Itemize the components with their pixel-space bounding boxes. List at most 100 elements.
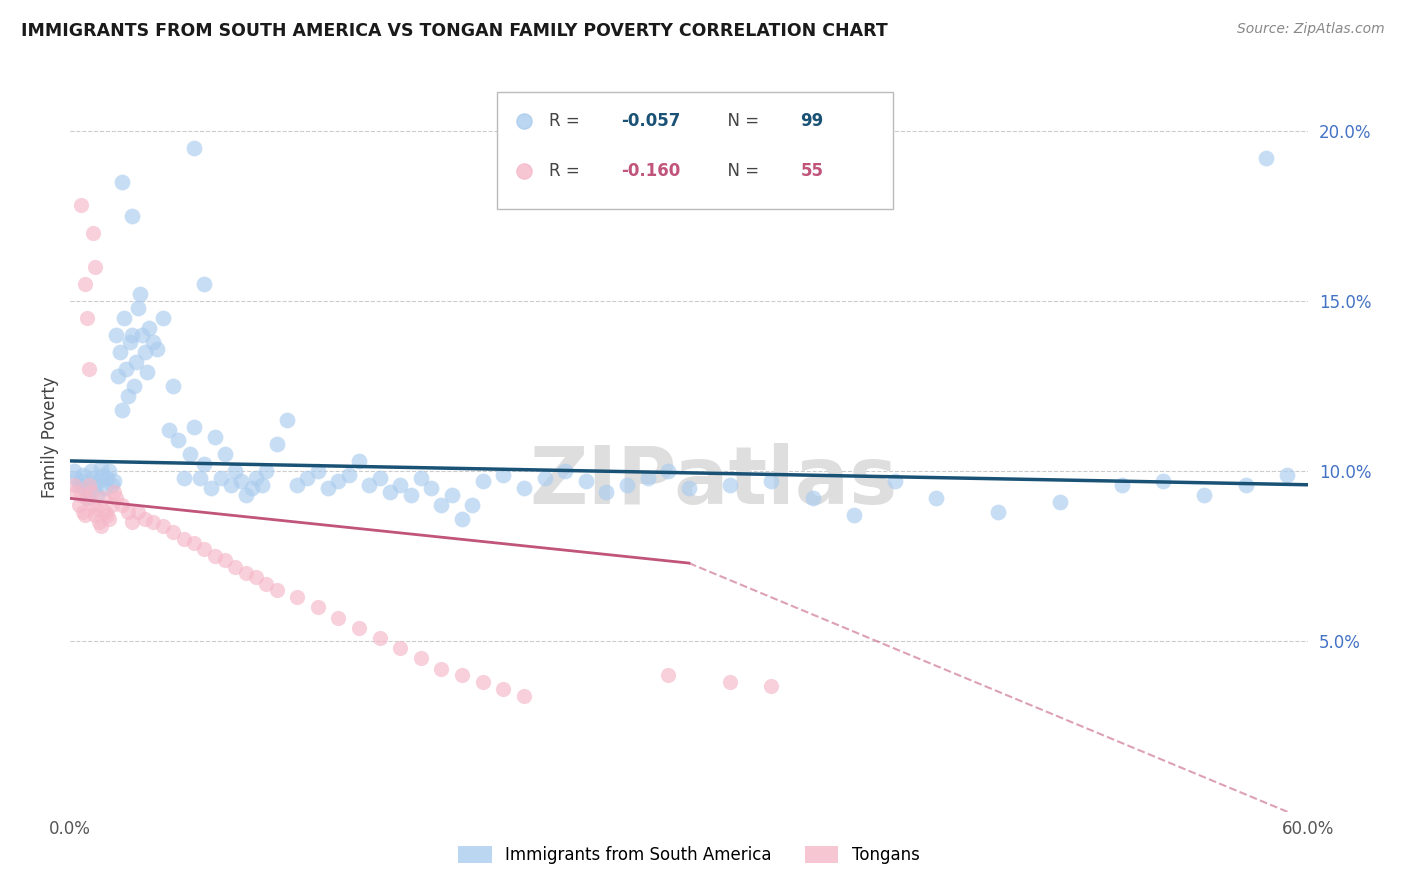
Point [69, 475, 91, 489]
Point [533, 471, 555, 485]
Point [131, 327, 153, 342]
Point [801, 491, 824, 506]
Point [107, 368, 129, 383]
Point [884, 475, 907, 489]
Point [142, 334, 165, 349]
Point [125, 355, 148, 369]
Point [276, 413, 298, 427]
Point [152, 310, 174, 325]
Point [193, 458, 215, 472]
Text: IMMIGRANTS FROM SOUTH AMERICA VS TONGAN FAMILY POVERTY CORRELATION CHART: IMMIGRANTS FROM SOUTH AMERICA VS TONGAN … [21, 22, 887, 40]
Point [471, 675, 494, 690]
Point [240, 481, 263, 495]
Point [337, 467, 360, 482]
Point [183, 140, 205, 154]
Point [254, 464, 277, 478]
Point [297, 471, 319, 485]
Point [65, 471, 87, 485]
Point [451, 512, 474, 526]
Point [73, 481, 96, 495]
Point [219, 477, 242, 491]
Point [69, 488, 91, 502]
Text: -0.160: -0.160 [621, 162, 681, 180]
Point [513, 689, 536, 703]
Point [245, 570, 267, 584]
FancyBboxPatch shape [498, 93, 893, 209]
Point [82, 498, 104, 512]
Point [104, 491, 127, 506]
Point [1111, 477, 1133, 491]
Point [166, 434, 188, 448]
Point [1275, 467, 1298, 482]
Point [925, 491, 948, 506]
Point [115, 362, 138, 376]
Point [77, 484, 100, 499]
Text: R =: R = [550, 162, 585, 180]
Point [513, 481, 536, 495]
Point [73, 277, 96, 291]
Point [761, 475, 783, 489]
Point [111, 175, 134, 189]
Point [84, 508, 107, 523]
Point [146, 342, 169, 356]
Point [678, 481, 700, 495]
Point [224, 464, 246, 478]
Point [1194, 488, 1216, 502]
Point [103, 475, 125, 489]
Text: N =: N = [717, 112, 765, 130]
Point [245, 471, 267, 485]
Point [430, 498, 453, 512]
Point [67, 477, 90, 491]
Point [1152, 475, 1174, 489]
Point [328, 475, 350, 489]
Point [129, 287, 152, 301]
Text: Source: ZipAtlas.com: Source: ZipAtlas.com [1237, 22, 1385, 37]
Point [183, 420, 205, 434]
Point [231, 475, 253, 489]
Point [575, 475, 598, 489]
Point [461, 498, 484, 512]
Point [285, 477, 308, 491]
Point [285, 590, 308, 604]
Point [347, 621, 370, 635]
Point [157, 423, 180, 437]
Point [67, 498, 90, 512]
Point [82, 471, 104, 485]
Point [72, 505, 94, 519]
Point [122, 379, 145, 393]
Legend: Immigrants from South America, Tongans: Immigrants from South America, Tongans [451, 839, 927, 871]
Point [657, 668, 679, 682]
Point [96, 471, 118, 485]
Point [637, 471, 659, 485]
Point [90, 518, 112, 533]
Point [200, 481, 222, 495]
Point [193, 277, 215, 291]
Point [554, 464, 576, 478]
Point [492, 467, 515, 482]
Point [616, 477, 638, 491]
Point [117, 505, 139, 519]
Point [82, 226, 104, 240]
Point [595, 484, 617, 499]
Point [127, 505, 149, 519]
Point [235, 488, 257, 502]
Point [471, 475, 494, 489]
Point [111, 498, 134, 512]
Point [173, 533, 195, 547]
Point [76, 491, 98, 506]
Point [94, 505, 117, 519]
Point [193, 542, 215, 557]
Point [108, 345, 131, 359]
Point [91, 467, 114, 482]
Point [347, 454, 370, 468]
Point [266, 437, 288, 451]
Point [761, 679, 783, 693]
Point [121, 327, 143, 342]
Point [409, 471, 432, 485]
Point [162, 525, 184, 540]
Point [250, 477, 273, 491]
Point [135, 365, 157, 379]
Point [134, 345, 156, 359]
Point [420, 481, 443, 495]
Point [65, 484, 87, 499]
